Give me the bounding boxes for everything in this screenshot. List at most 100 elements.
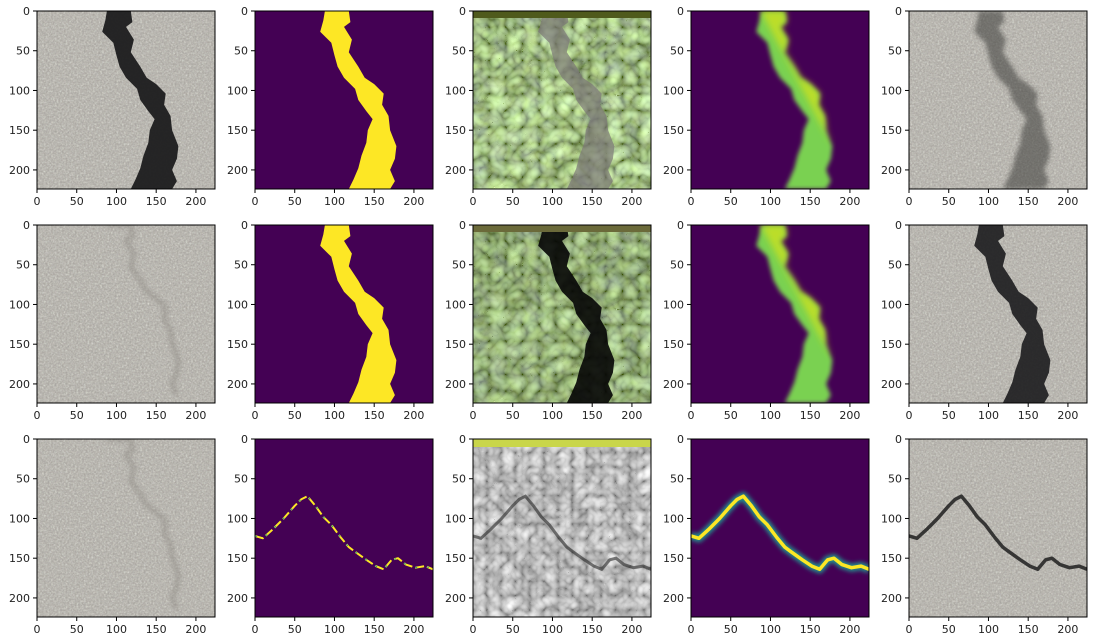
x-tick-label: 200 <box>1057 623 1078 636</box>
y-tick-label: 0 <box>459 433 466 446</box>
y-tick-label: 200 <box>9 164 30 177</box>
y-tick-label: 150 <box>9 338 30 351</box>
x-tick-label: 200 <box>403 623 424 636</box>
x-tick-label: 150 <box>1018 623 1039 636</box>
y-tick-label: 200 <box>663 592 684 605</box>
y-tick-label: 0 <box>895 219 902 232</box>
y-tick-label: 200 <box>445 592 466 605</box>
axes-frame <box>908 224 1088 404</box>
panel-image <box>37 11 215 189</box>
y-tick-label: 0 <box>241 5 248 18</box>
y-tick-label: 150 <box>663 124 684 137</box>
y-tick-label: 100 <box>9 84 30 97</box>
x-tick-label: 200 <box>1057 409 1078 422</box>
thin-crack-line <box>909 494 1087 572</box>
y-tick-label: 0 <box>241 433 248 446</box>
x-tick-label: 0 <box>688 409 695 422</box>
panel-r2-c4: 0 50 100 150 200 0 50 100 150 200 <box>881 433 1088 636</box>
y-tick-label: 150 <box>445 338 466 351</box>
y-tick-label: 50 <box>234 45 248 58</box>
feature-crack <box>538 225 615 403</box>
faint-crack-trace <box>106 439 181 611</box>
x-tick-label: 0 <box>252 623 259 636</box>
panel-r0-c1: 0 50 100 150 200 0 50 100 150 200 <box>227 5 434 208</box>
panel-r0-c0: 0 50 100 150 200 0 50 100 150 200 <box>9 5 216 208</box>
x-tick-label: 150 <box>800 409 821 422</box>
panel-image <box>691 225 869 403</box>
y-tick-label: 50 <box>234 259 248 272</box>
y-tick-label: 150 <box>881 338 902 351</box>
panel-image <box>909 11 1087 189</box>
y-tick-label: 150 <box>9 124 30 137</box>
x-tick-label: 100 <box>106 195 127 208</box>
x-tick-label: 200 <box>839 623 860 636</box>
y-tick-label: 200 <box>227 592 248 605</box>
y-tick-label: 0 <box>677 5 684 18</box>
x-tick-label: 200 <box>839 409 860 422</box>
y-tick-label: 150 <box>445 124 466 137</box>
panel-image <box>691 439 869 617</box>
feature-texture <box>473 439 651 617</box>
y-tick-label: 100 <box>881 298 902 311</box>
y-tick-label: 50 <box>16 473 30 486</box>
panel-image <box>909 225 1087 403</box>
y-tick-label: 150 <box>663 338 684 351</box>
crack-region <box>102 11 179 189</box>
x-tick-label: 50 <box>506 623 520 636</box>
x-tick-label: 100 <box>324 195 345 208</box>
y-tick-label: 100 <box>227 298 248 311</box>
feature-crack <box>538 11 615 189</box>
x-tick-label: 200 <box>839 195 860 208</box>
feature-top-band <box>473 439 651 447</box>
y-tick-label: 200 <box>881 592 902 605</box>
panel-image <box>255 225 433 403</box>
x-tick-label: 200 <box>403 195 424 208</box>
panel-r0-c4: 0 50 100 150 200 0 50 100 150 200 <box>881 5 1088 208</box>
feature-crack <box>473 494 651 572</box>
y-tick-label: 50 <box>452 473 466 486</box>
x-tick-label: 150 <box>582 195 603 208</box>
x-tick-label: 100 <box>106 409 127 422</box>
x-tick-label: 0 <box>688 623 695 636</box>
x-tick-label: 50 <box>724 195 738 208</box>
x-tick-label: 150 <box>800 623 821 636</box>
axes-frame <box>254 438 434 618</box>
panel-r0-c3: 0 50 100 150 200 0 50 100 150 200 <box>663 5 870 208</box>
y-tick-label: 100 <box>9 298 30 311</box>
y-tick-label: 50 <box>234 473 248 486</box>
y-tick-label: 100 <box>445 512 466 525</box>
crack-region <box>974 11 1051 189</box>
x-tick-label: 50 <box>506 409 520 422</box>
panel-r1-c1: 0 50 100 150 200 0 50 100 150 200 <box>227 219 434 422</box>
mask-region-soft <box>756 225 833 403</box>
x-tick-label: 100 <box>324 623 345 636</box>
mask-thin-line <box>691 494 869 572</box>
x-tick-label: 50 <box>506 195 520 208</box>
x-tick-label: 0 <box>34 195 41 208</box>
x-tick-label: 150 <box>146 409 167 422</box>
y-tick-label: 100 <box>445 84 466 97</box>
panel-r1-c0: 0 50 100 150 200 0 50 100 150 200 <box>9 219 216 422</box>
panel-r2-c1: 0 50 100 150 200 0 50 100 150 200 <box>227 433 434 636</box>
y-tick-label: 150 <box>881 124 902 137</box>
y-tick-label: 50 <box>452 259 466 272</box>
y-tick-label: 100 <box>881 84 902 97</box>
x-tick-label: 100 <box>542 409 563 422</box>
axes-frame <box>472 224 652 404</box>
x-tick-label: 100 <box>760 409 781 422</box>
panel-r0-c2: 0 50 100 150 200 0 50 100 150 200 <box>445 5 652 208</box>
x-tick-label: 100 <box>978 623 999 636</box>
y-tick-label: 150 <box>227 338 248 351</box>
x-tick-label: 0 <box>470 409 477 422</box>
y-tick-label: 100 <box>663 84 684 97</box>
axes-frame <box>472 10 652 190</box>
y-tick-label: 100 <box>663 512 684 525</box>
mask-highlight <box>760 11 833 147</box>
x-tick-label: 0 <box>906 623 913 636</box>
x-tick-label: 0 <box>34 623 41 636</box>
y-tick-label: 200 <box>9 378 30 391</box>
x-tick-label: 50 <box>942 623 956 636</box>
mask-region-soft <box>756 11 833 189</box>
x-tick-label: 150 <box>364 195 385 208</box>
